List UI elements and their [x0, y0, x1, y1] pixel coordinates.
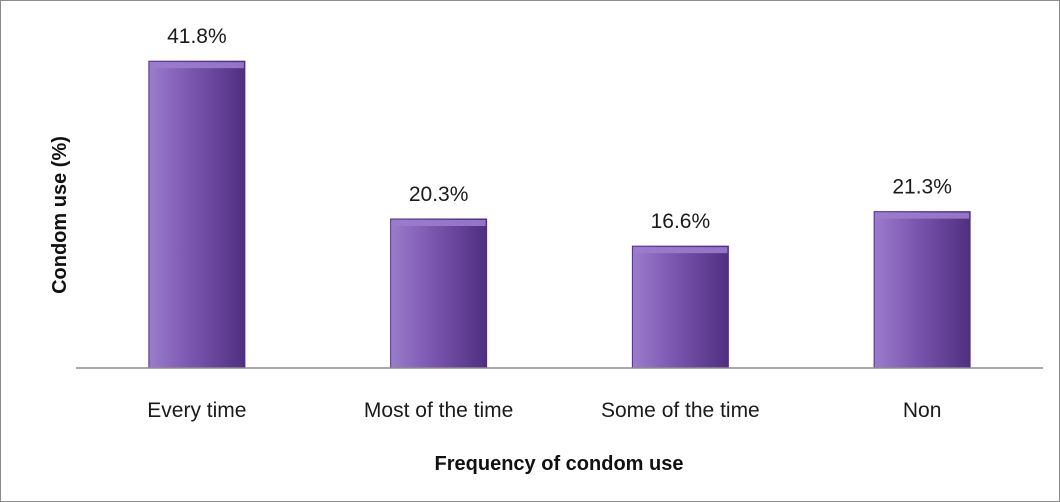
- bar-0: [148, 60, 246, 369]
- bar-top-bevel-0: [149, 62, 244, 69]
- bar-3: [873, 211, 971, 369]
- y-axis-title: Condom use (%): [49, 136, 71, 294]
- bar-top-bevel-3: [875, 212, 970, 219]
- x-axis-title: Frequency of condom use: [435, 453, 684, 475]
- value-label-3: 21.3%: [892, 176, 952, 199]
- x-tick-label-0: Every time: [147, 399, 246, 422]
- x-tick-label-2: Some of the time: [601, 399, 760, 422]
- value-label-0: 41.8%: [167, 25, 227, 48]
- value-label-1: 20.3%: [409, 183, 469, 206]
- x-tick-label-3: Non: [903, 399, 942, 422]
- bar-top-bevel-2: [633, 247, 728, 254]
- bar-top-bevel-1: [391, 219, 486, 226]
- bar-1: [390, 218, 488, 369]
- bar-2: [631, 245, 729, 369]
- labels-layer: 41.8% Every time 20.3% Most of the time 16.6…: [147, 25, 952, 422]
- value-label-2: 16.6%: [651, 210, 711, 233]
- x-tick-label-1: Most of the time: [364, 399, 513, 422]
- bars-layer: [148, 60, 971, 369]
